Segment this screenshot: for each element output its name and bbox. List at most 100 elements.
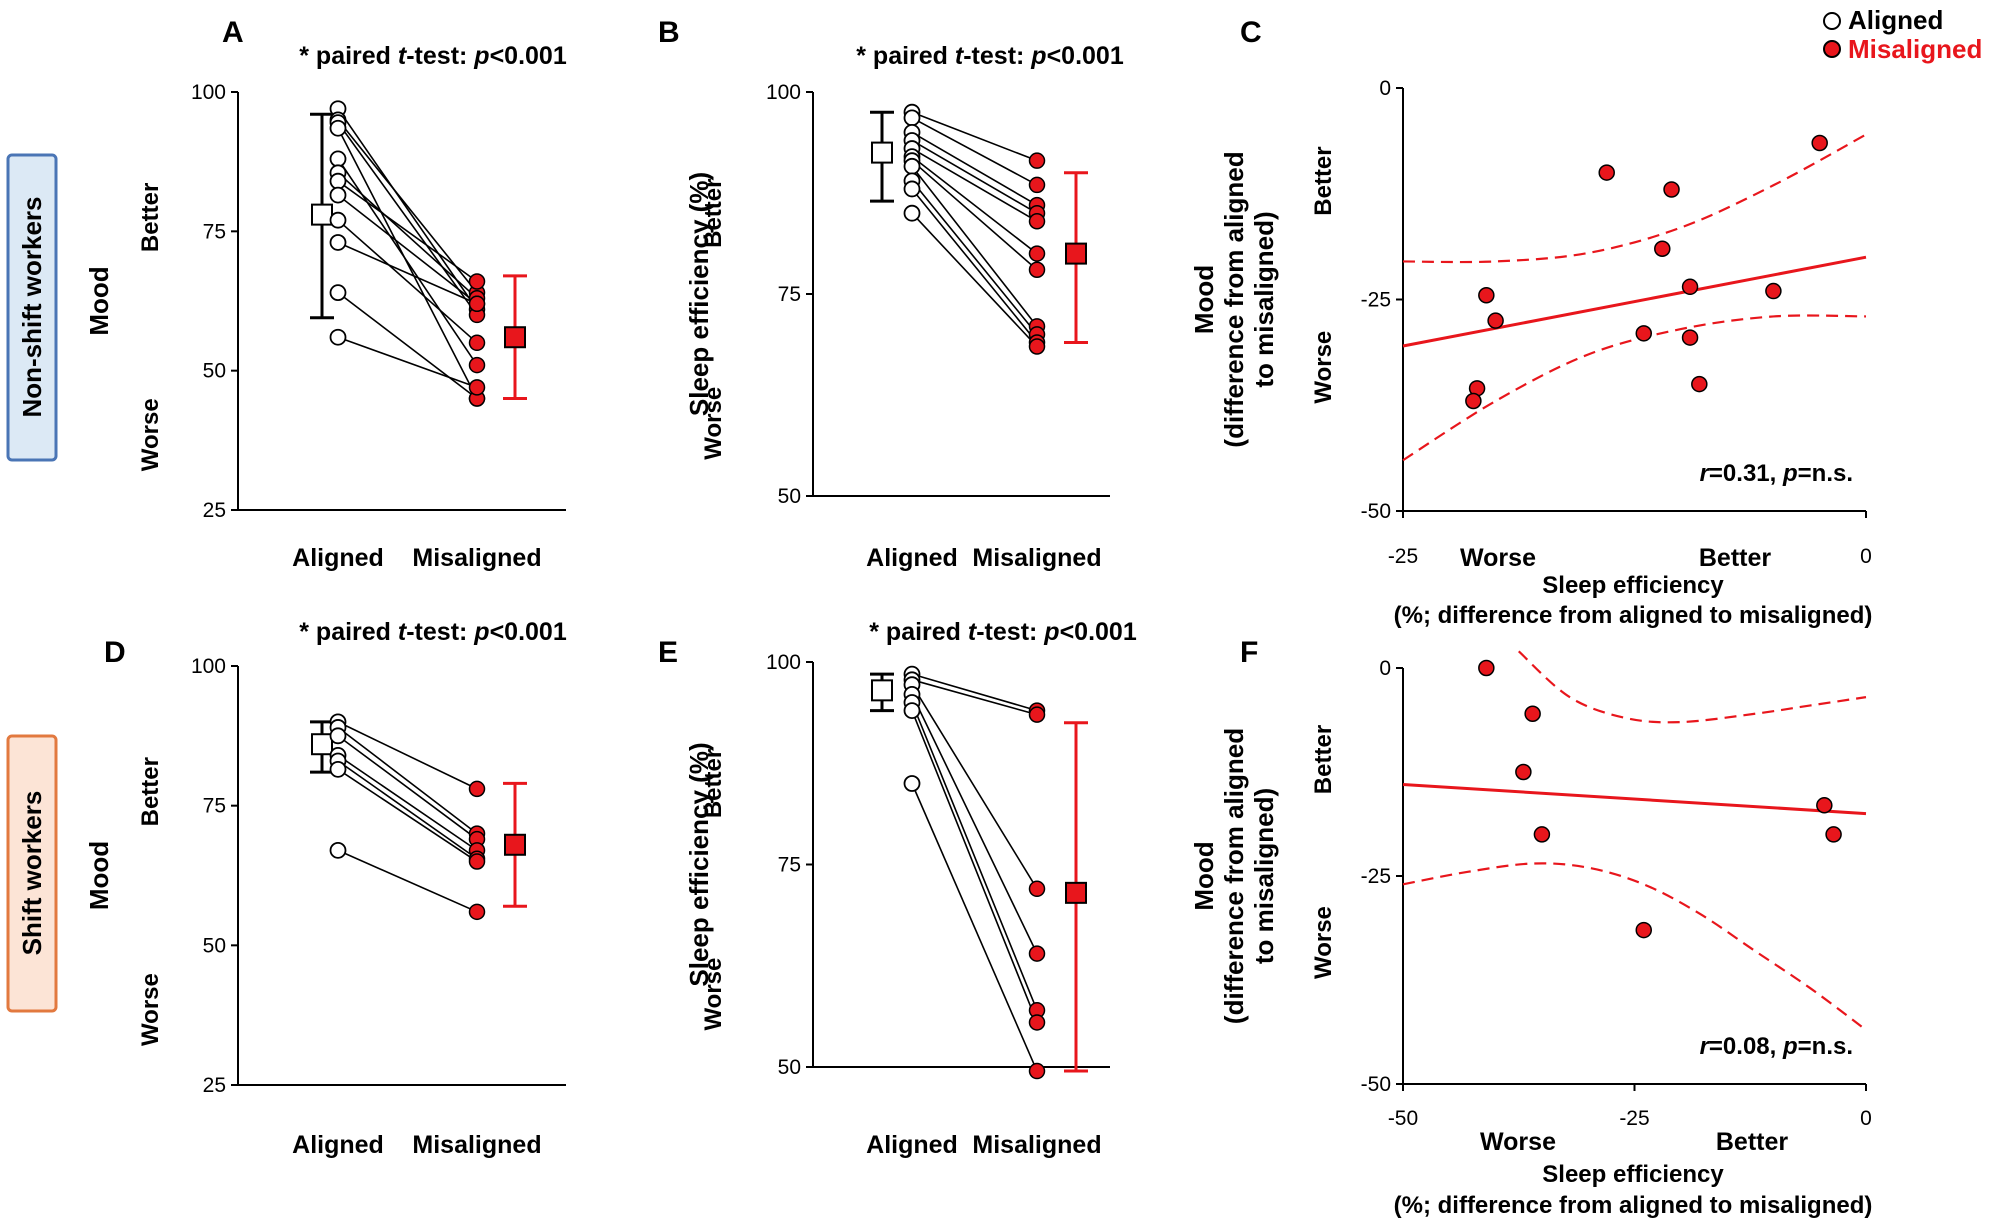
panel-letter: D: [104, 636, 126, 669]
mean-marker-misaligned: [1065, 242, 1087, 265]
ci-upper-line: [1402, 133, 1867, 264]
y-axis-label: Sleep efficiency (%): [684, 172, 714, 416]
pair-line: [911, 117, 1038, 186]
scatter-point: [1825, 826, 1842, 843]
pair-line: [911, 160, 1038, 271]
category-label-misaligned: Misaligned: [972, 1131, 1101, 1159]
scatter-point: [1478, 659, 1495, 677]
y-axis-label: Mood: [1189, 265, 1219, 334]
x-tick-label: -25: [1619, 1107, 1649, 1130]
row-label-box: [6, 734, 58, 1013]
misaligned-point: [468, 295, 486, 313]
scatter-point: [1533, 826, 1551, 843]
panel-letter: F: [1240, 636, 1258, 669]
scatter-point: [1765, 282, 1782, 300]
x-worse-label: Worse: [1480, 1128, 1556, 1156]
y-axis-label: Sleep efficiency (%): [684, 742, 714, 986]
misaligned-point: [1028, 245, 1046, 262]
scatter-point: [1811, 134, 1828, 152]
misaligned-point: [468, 273, 486, 290]
panel-title: * paired t-test: p<0.001: [856, 42, 1124, 70]
correlation-stat: r=0.08, p=n.s.: [1700, 1033, 1853, 1060]
category-label-aligned: Aligned: [292, 544, 384, 572]
y-tick-label: -50: [1361, 1073, 1391, 1096]
better-label: Better: [1310, 146, 1337, 215]
y-tick-label: 50: [203, 934, 226, 957]
y-axis-label: to misaligned): [1249, 788, 1279, 964]
pair-line: [911, 702, 1038, 1011]
aligned-point: [903, 204, 921, 222]
category-label-aligned: Aligned: [866, 544, 958, 572]
misaligned-point: [1028, 338, 1046, 355]
misaligned-point: [468, 356, 486, 374]
aligned-point: [329, 328, 347, 346]
y-tick-label: 100: [191, 81, 226, 104]
pair-line: [911, 684, 1038, 890]
panel-letter: E: [658, 636, 678, 669]
misaligned-point: [1028, 706, 1046, 723]
mean-marker-aligned: [311, 203, 333, 226]
pair-line: [911, 212, 1038, 348]
worse-label: Worse: [700, 958, 727, 1031]
pair-line: [337, 721, 478, 790]
pair-line: [911, 139, 1038, 214]
pair-line: [911, 710, 1038, 1023]
better-label: Better: [137, 183, 164, 252]
panel-letter: C: [1240, 16, 1262, 49]
y-axis-label: (difference from aligned: [1219, 728, 1249, 1024]
y-tick-label: 50: [203, 360, 226, 383]
x-better-label: Better: [1699, 544, 1772, 572]
pair-line: [337, 108, 478, 310]
mean-marker-aligned: [871, 679, 893, 702]
aligned-point: [329, 150, 347, 168]
misaligned-point: [1028, 1062, 1046, 1080]
y-tick-label: 25: [203, 499, 226, 522]
category-label-aligned: Aligned: [292, 1131, 384, 1159]
y-tick-label: 50: [778, 485, 801, 508]
pair-line: [911, 111, 1038, 162]
pair-line: [337, 726, 478, 835]
mean-marker-aligned: [311, 733, 333, 756]
panel-b: B * paired t-test: p<0.001 50 75 100 Sleep ef…: [658, 16, 1124, 572]
y-axis-label: Mood: [84, 841, 114, 910]
misaligned-point: [1028, 1014, 1046, 1031]
misaligned-point: [1028, 152, 1046, 169]
scatter-point: [1515, 763, 1532, 781]
x-tick-label: -25: [1388, 545, 1418, 568]
y-tick-label: 75: [778, 854, 801, 877]
y-tick-label: 25: [203, 1074, 226, 1097]
aligned-point: [329, 119, 347, 137]
panel-c: C -50 -25 0 -25 0 Mood (difference from aligned…: [1189, 16, 1872, 629]
pair-line: [337, 336, 478, 389]
aligned-point: [903, 180, 921, 198]
ci-upper-line: [1518, 650, 1867, 724]
better-label: Better: [1310, 725, 1337, 794]
mean-marker-misaligned: [1065, 881, 1087, 904]
pair-line: [911, 156, 1038, 255]
pair-line: [337, 194, 478, 305]
legend-misaligned-marker: [1823, 40, 1841, 58]
mean-marker-aligned: [871, 141, 893, 164]
category-label-misaligned: Misaligned: [412, 1131, 541, 1159]
misaligned-point: [468, 334, 486, 352]
scatter-point: [1598, 164, 1615, 181]
pair-line: [337, 180, 478, 283]
panel-title: * paired t-test: p<0.001: [869, 618, 1137, 646]
x-axis-label-sub: (%; difference from aligned to misaligne…: [1394, 1192, 1873, 1219]
y-tick-label: -25: [1361, 865, 1391, 888]
y-axis-label: Mood: [1189, 841, 1219, 910]
pair-line: [337, 172, 478, 299]
legend: Aligned Misaligned: [1823, 5, 1982, 64]
misaligned-point: [1028, 176, 1046, 194]
pair-line: [911, 783, 1038, 1072]
row-label-text: Non-shift workers: [17, 196, 47, 417]
worse-label: Worse: [137, 398, 164, 471]
x-worse-label: Worse: [1460, 544, 1536, 572]
better-label: Better: [137, 757, 164, 826]
category-label-aligned: Aligned: [866, 1131, 958, 1159]
pair-line: [911, 131, 1038, 206]
misaligned-point: [468, 903, 486, 921]
y-tick-label: 100: [191, 655, 226, 678]
aligned-point: [329, 211, 347, 229]
pair-line: [337, 849, 478, 913]
